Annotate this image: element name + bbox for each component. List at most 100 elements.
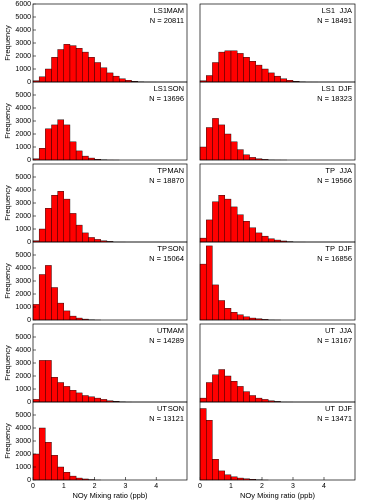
bar: [100, 399, 108, 403]
region-label: TP: [157, 244, 167, 253]
bar: [236, 53, 244, 83]
y-tick-label: 0: [27, 399, 31, 406]
bar: [243, 391, 250, 403]
y-tick-label: 1000: [15, 226, 31, 233]
n-label: N = 18491: [317, 16, 352, 25]
x-tick-label: 3: [291, 483, 295, 490]
bar: [218, 124, 226, 161]
bar: [57, 382, 64, 403]
n-label: N = 18870: [149, 176, 184, 185]
n-label: N = 20811: [150, 16, 184, 25]
bar: [205, 75, 213, 83]
y-tick-label: 5000: [15, 92, 31, 99]
bar: [51, 57, 58, 83]
bar: [205, 127, 213, 161]
bar: [75, 224, 83, 243]
bar: [199, 146, 207, 161]
bar: [51, 377, 58, 403]
bar: [88, 237, 95, 243]
region-label: UT: [325, 404, 335, 413]
y-tick-label: 1000: [15, 144, 31, 151]
y-axis-label: Frequency: [3, 25, 12, 61]
season-label: MAM: [167, 6, 185, 15]
bar: [69, 390, 77, 403]
y-tick-label: 5000: [15, 412, 31, 419]
region-label: TP: [325, 244, 335, 253]
bar: [38, 76, 46, 83]
y-tick-label: 0: [27, 157, 31, 164]
y-tick-label: 3000: [15, 278, 31, 285]
plot-frame: [32, 401, 188, 481]
bar: [94, 62, 101, 83]
bar: [94, 397, 101, 403]
bar: [119, 78, 126, 83]
plot-frame: [199, 81, 356, 161]
season-label: DJF: [338, 244, 352, 253]
season-label: SON: [168, 244, 184, 253]
x-tick-label: 2: [260, 483, 264, 490]
x-tick-label: 1: [229, 483, 233, 490]
bar: [75, 392, 83, 403]
bar: [218, 194, 226, 243]
x-tick-label: 0: [31, 483, 35, 490]
plot-frame: [32, 81, 188, 161]
bar: [243, 57, 250, 83]
y-axis-label: Frequency: [3, 185, 12, 221]
y-tick-label: 5000: [15, 14, 31, 21]
x-axis-label: NOy Mixing ratio (ppb): [240, 491, 316, 500]
bar: [218, 300, 226, 321]
bar: [249, 395, 257, 403]
bar: [57, 302, 64, 321]
x-axis-label: NOy Mixing ratio (ppb): [72, 491, 148, 500]
bar: [69, 213, 77, 243]
y-tick-label: 2000: [15, 213, 31, 220]
bar: [230, 206, 238, 243]
bar: [205, 420, 213, 481]
y-tick-label: 5000: [15, 334, 31, 341]
bar: [212, 284, 219, 321]
bar: [230, 50, 238, 83]
y-axis-label: Frequency: [3, 423, 12, 459]
bar: [82, 395, 89, 403]
bar: [69, 315, 77, 321]
bar: [199, 397, 207, 403]
bar: [45, 360, 52, 403]
bar: [224, 474, 232, 481]
region-label: LS1: [322, 84, 335, 93]
y-tick-label: 0: [27, 477, 31, 484]
x-tick-label: 2: [93, 483, 97, 490]
plot-frame: [199, 241, 356, 321]
season-label: JJA: [339, 6, 352, 15]
bar: [212, 201, 219, 243]
bar: [243, 220, 250, 243]
bar: [38, 274, 46, 321]
y-tick-label: 3000: [15, 360, 31, 367]
bar: [249, 227, 257, 243]
bar: [268, 72, 275, 83]
n-label: N = 19566: [317, 176, 352, 185]
bar: [243, 154, 250, 161]
region-label: LS1: [154, 6, 167, 15]
bar: [255, 232, 263, 243]
season-label: SON: [168, 404, 184, 413]
bar: [261, 68, 269, 83]
bar: [57, 191, 64, 243]
y-tick-label: 4000: [15, 105, 31, 112]
bar: [63, 386, 71, 403]
y-tick-label: 4000: [15, 265, 31, 272]
bar: [45, 68, 52, 83]
region-label: LS1: [154, 84, 167, 93]
bar: [255, 397, 263, 403]
n-label: N = 13471: [317, 414, 352, 423]
bar: [69, 475, 77, 481]
bar: [261, 399, 269, 403]
region-label: LS1: [322, 6, 335, 15]
region-label: UT: [157, 326, 167, 335]
n-label: N = 14289: [149, 336, 184, 345]
season-label: SON: [168, 84, 184, 93]
x-tick-label: 1: [62, 483, 66, 490]
season-label: DJF: [338, 404, 352, 413]
bar: [51, 194, 58, 243]
y-tick-label: 4000: [15, 27, 31, 34]
